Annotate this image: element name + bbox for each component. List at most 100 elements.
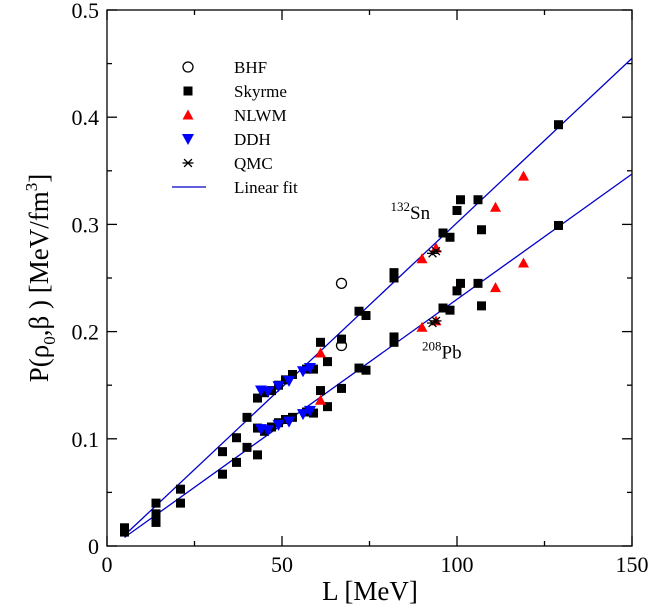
bhf-point-0	[335, 277, 348, 290]
legend-bhf-label: BHF	[234, 58, 267, 77]
skyrme-point-23	[445, 232, 455, 242]
annotation-pb-mass-number: 208	[422, 338, 442, 353]
skyrme-point-15	[316, 337, 325, 347]
nlwm-point-4	[518, 170, 529, 181]
legend-skyrme-label: Skyrme	[234, 82, 287, 101]
legend-ddh-marker	[182, 134, 194, 145]
skyrme-point-18	[354, 306, 364, 316]
skyrme-point-33	[218, 469, 227, 479]
ddh-point-1	[262, 386, 274, 398]
skyrme-point-48	[354, 363, 364, 373]
skyrme-point-5	[232, 433, 241, 443]
skyrme-point-28	[554, 120, 563, 130]
skyrme-point-35	[242, 442, 252, 452]
skyrme-point-22	[438, 228, 448, 238]
skyrme-point-50	[389, 332, 399, 342]
skyrme-point-16	[323, 357, 332, 367]
ddh-point-8	[272, 419, 285, 431]
y-label-base: P(ρ	[24, 345, 54, 382]
skyrme-point-27	[477, 225, 486, 235]
nlwm-point-1	[416, 253, 428, 264]
skyrme-point-56	[473, 278, 483, 288]
skyrme-point-25	[456, 195, 465, 205]
skyrme-point-49	[361, 365, 371, 375]
skyrme-point-14	[309, 364, 318, 374]
y-axis-label: P(ρ0,β ) [MeV/fm3]	[22, 174, 59, 382]
skyrme-point-17	[337, 334, 346, 344]
skyrme-point-7	[253, 393, 262, 403]
skyrme-point-19	[361, 311, 371, 321]
skyrme-point-32	[176, 498, 185, 508]
qmc-point-3-stroke-d2	[428, 318, 437, 328]
skyrme-point-6	[242, 412, 252, 422]
ddh-point-5	[304, 363, 316, 375]
nlwm-point-5	[315, 394, 326, 405]
ddh-point-9	[283, 416, 295, 428]
legend: BHF Skyrme NLWM DDH QMC Linear fit	[172, 58, 298, 197]
nlwm-point-8	[490, 282, 501, 293]
y-tick-label-2: 0.2	[72, 320, 100, 345]
legend-nlwm-marker	[182, 109, 194, 120]
y-label-end: ]	[24, 174, 54, 183]
y-label-mid: ,β ) [MeV/fm	[24, 191, 54, 336]
data-points	[120, 120, 563, 537]
skyrme-point-3	[176, 484, 185, 494]
legend-qmc-marker	[182, 158, 194, 168]
x-tick-label-0: 0	[102, 552, 113, 577]
skyrme-point-1	[151, 498, 161, 508]
y-label-sup: 3	[22, 183, 41, 192]
skyrme-point-36	[253, 450, 262, 460]
legend-ddh-label: DDH	[234, 130, 271, 149]
skyrme-point-45	[316, 386, 325, 396]
ddh-point-4	[297, 366, 309, 378]
qmc-point-1-stroke-d2	[428, 248, 437, 258]
x-axis-label: L [MeV]	[322, 576, 418, 606]
skyrme-point-53	[445, 305, 455, 315]
annotation-sn: 132Sn	[391, 199, 431, 224]
annotation-pb: 208Pb	[422, 338, 462, 363]
y-tick-label-4: 0.4	[72, 105, 100, 130]
fit-lines	[124, 57, 633, 538]
skyrme-point-29	[120, 527, 129, 537]
ddh-point-7	[262, 425, 274, 437]
axis-ticks	[106, 9, 633, 547]
skyrme-point-4	[218, 447, 227, 457]
skyrme-point-38	[260, 426, 269, 436]
y-tick-label-0: 0	[88, 534, 99, 559]
skyrme-point-47	[337, 383, 346, 393]
ddh-point-3	[283, 375, 295, 387]
qmc-point-3	[427, 318, 438, 328]
ddh-point-10	[297, 409, 309, 421]
skyrme-point-20	[389, 268, 399, 278]
y-tick-label-5: 0.5	[72, 0, 100, 23]
fit-line-0	[124, 57, 633, 536]
y-tick-label-3: 0.3	[72, 212, 100, 237]
skyrme-point-30	[151, 511, 161, 521]
nlwm-point-6	[416, 321, 428, 332]
ddh-point-11	[304, 405, 316, 417]
nlwm-point-9	[518, 257, 529, 268]
nlwm-point-0	[315, 347, 326, 358]
legend-bhf-marker	[182, 61, 194, 73]
legend-fit-label: Linear fit	[234, 178, 298, 197]
legend-qmc-label: QMC	[234, 154, 273, 173]
skyrme-point-26	[473, 195, 483, 205]
ddh-point-2	[272, 381, 285, 393]
skyrme-point-51	[389, 337, 399, 347]
skyrme-point-55	[456, 278, 465, 288]
x-tick-label-1: 50	[271, 552, 293, 577]
axis-tick-labels: 0 50 100 150 0 0.1 0.2 0.3 0.4 0.5	[72, 0, 649, 577]
nlwm-point-2	[430, 242, 442, 253]
skyrme-point-54	[452, 286, 462, 296]
skyrme-point-58	[554, 220, 563, 230]
nlwm-point-3	[490, 201, 501, 212]
skyrme-point-31	[151, 517, 161, 527]
fit-line-1	[124, 173, 633, 538]
skyrme-point-44	[309, 408, 318, 418]
y-tick-label-1: 0.1	[72, 427, 100, 452]
annotation-sn-mass-number: 132	[391, 199, 411, 214]
annotation-pb-symbol: Pb	[442, 342, 462, 363]
qmc-point-1	[427, 248, 438, 258]
